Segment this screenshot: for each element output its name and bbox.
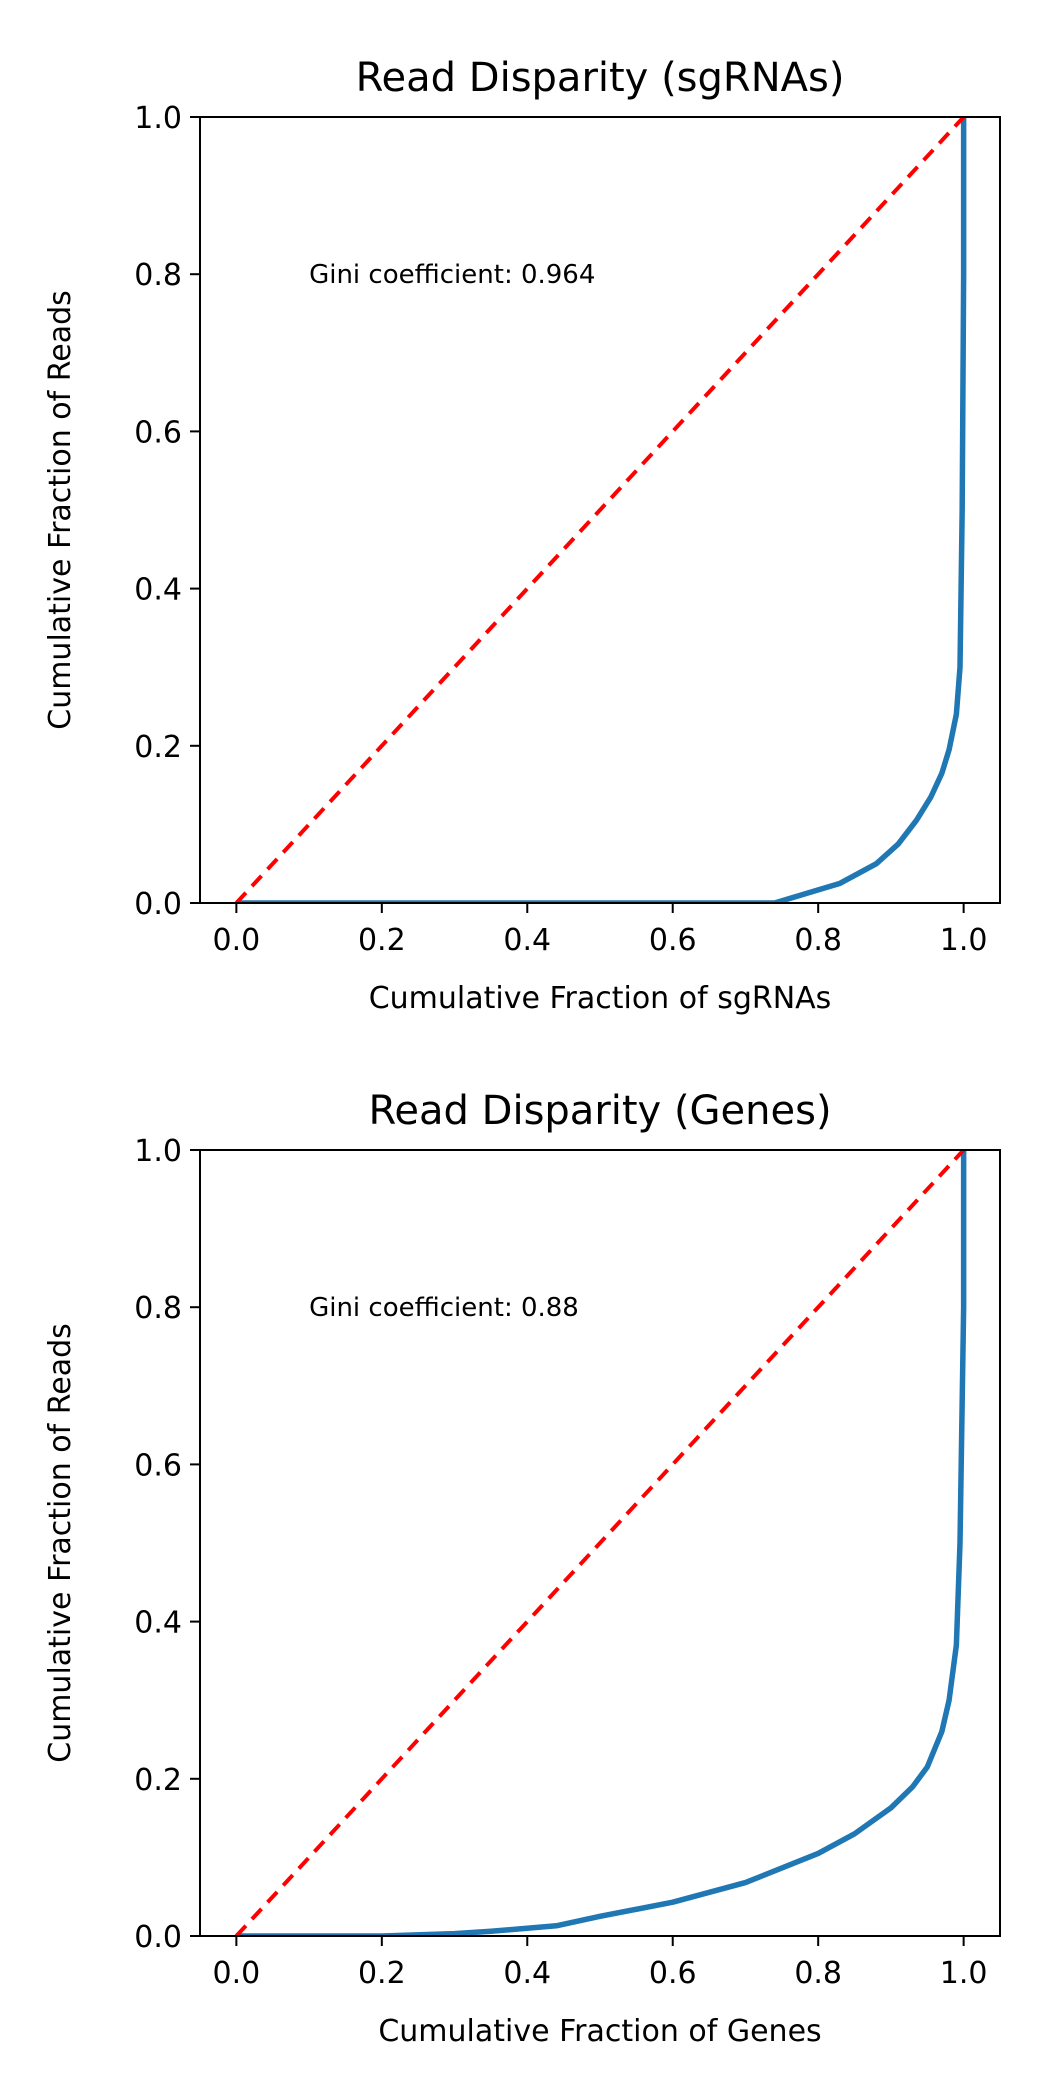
- plot-frame: [199, 116, 1001, 904]
- y-axis-label: Cumulative Fraction of Reads: [43, 290, 78, 730]
- y-axis-label: Cumulative Fraction of Reads: [43, 1323, 78, 1763]
- y-tick-label: 0.2: [134, 1763, 182, 1798]
- lorenz-curve: [236, 1150, 967, 1936]
- y-tick-label: 0.6: [134, 415, 182, 450]
- y-tick-label: 0.2: [134, 730, 182, 765]
- x-tick-label: 0.0: [213, 923, 261, 958]
- y-tick-label: 1.0: [134, 101, 182, 136]
- y-tick-label: 0.8: [134, 258, 182, 293]
- x-tick-label: 0.8: [794, 1956, 842, 1991]
- y-tick-label: 0.0: [134, 887, 182, 922]
- x-tick-label: 1.0: [940, 1956, 988, 1991]
- y-tick-label: 0.6: [134, 1448, 182, 1483]
- x-axis-label: Cumulative Fraction of Genes: [378, 2014, 821, 2049]
- reference-line: [234, 117, 966, 903]
- x-tick-label: 0.8: [794, 923, 842, 958]
- chart-title: Read Disparity (Genes): [368, 1088, 831, 1134]
- x-tick-label: 0.2: [358, 923, 406, 958]
- reference-line: [234, 1150, 966, 1936]
- x-axis-label: Cumulative Fraction of sgRNAs: [369, 981, 832, 1016]
- y-tick-label: 0.4: [134, 573, 182, 608]
- y-tick-label: 0.4: [134, 1606, 182, 1641]
- y-tick-label: 0.8: [134, 1291, 182, 1326]
- y-tick-label: 0.0: [134, 1920, 182, 1955]
- x-tick-label: 1.0: [940, 923, 988, 958]
- plot-frame: [199, 1149, 1001, 1937]
- x-tick-label: 0.0: [213, 1956, 261, 1991]
- chart-panel-1: Read Disparity (sgRNAs) 0.0 0.2 0.4 0.6 0.8 1.…: [43, 55, 1001, 1016]
- y-tick-label: 1.0: [134, 1134, 182, 1169]
- chart-panel-2: Read Disparity (Genes) 0.0 0.2 0.4 0.6 0.8 1.0…: [43, 1088, 1001, 2049]
- gini-annotation: Gini coefficient: 0.88: [309, 1293, 579, 1323]
- x-tick-label: 0.4: [503, 923, 551, 958]
- gini-annotation: Gini coefficient: 0.964: [309, 260, 595, 290]
- lorenz-curve: [236, 117, 967, 903]
- x-tick-label: 0.4: [503, 1956, 551, 1991]
- x-tick-label: 0.6: [649, 1956, 697, 1991]
- x-tick-label: 0.2: [358, 1956, 406, 1991]
- chart-title: Read Disparity (sgRNAs): [356, 55, 845, 101]
- x-tick-label: 0.6: [649, 923, 697, 958]
